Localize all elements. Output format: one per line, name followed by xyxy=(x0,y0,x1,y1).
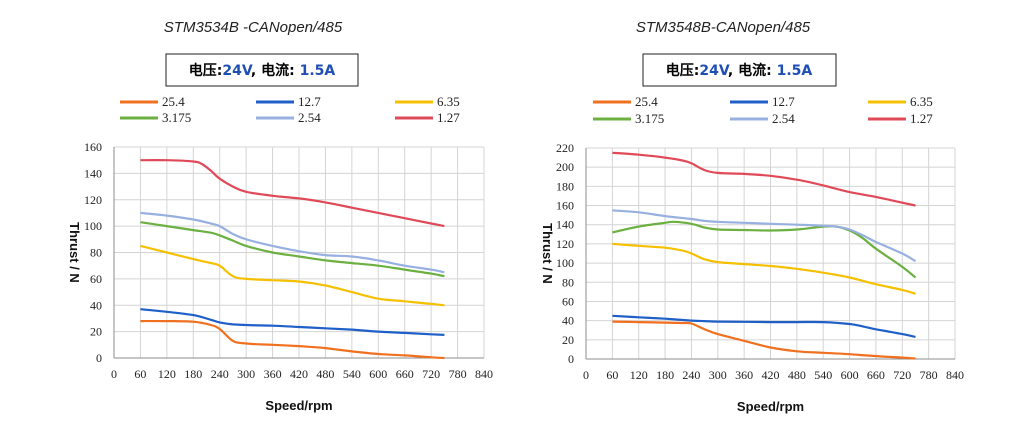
x-tick-240: 240 xyxy=(682,368,700,382)
x-tick-420: 420 xyxy=(290,367,308,381)
condition-box xyxy=(165,53,359,87)
legend-label-6.35: 6.35 xyxy=(437,94,460,109)
x-tick-180: 180 xyxy=(656,368,674,382)
x-tick-660: 660 xyxy=(396,367,414,381)
legend-label-25.4: 25.4 xyxy=(162,94,185,109)
legend-label-2.54: 2.54 xyxy=(772,111,795,126)
chart-2: STM3548B-CANopen/485 电压:24V, 电流: 1.5A 25.4… xyxy=(540,19,964,414)
x-tick-660: 660 xyxy=(867,368,885,382)
x-tick-120: 120 xyxy=(630,368,648,382)
condition-box xyxy=(642,53,837,87)
legend-label-3.175: 3.175 xyxy=(162,110,191,125)
condition-text: 电压:24V, 电流: 1.5A xyxy=(666,62,813,79)
legend-label-6.35: 6.35 xyxy=(910,94,933,109)
x-tick-120: 120 xyxy=(158,367,176,381)
y-tick-160: 160 xyxy=(556,199,574,213)
legend-label-12.7: 12.7 xyxy=(772,94,795,109)
y-tick-20: 20 xyxy=(90,325,102,339)
y-tick-40: 40 xyxy=(90,298,102,312)
y-tick-0: 0 xyxy=(96,351,102,365)
condition-text: 电压:24V, 电流: 1.5A xyxy=(189,62,336,79)
y-tick-80: 80 xyxy=(562,275,574,289)
voltage-label: 电压: xyxy=(189,62,223,79)
chart-1: STM3534B -CANopen/485 电压:24V, 电流: 1.5A 25.… xyxy=(67,19,493,413)
x-tick-360: 360 xyxy=(264,367,282,381)
series-line-6.35 xyxy=(140,244,445,307)
legend-label-1.27: 1.27 xyxy=(437,110,460,125)
y-tick-40: 40 xyxy=(562,314,574,328)
separator: , xyxy=(728,63,738,79)
series-line-3.175 xyxy=(612,220,917,279)
x-tick-480: 480 xyxy=(788,368,806,382)
x-tick-780: 780 xyxy=(449,367,467,381)
y-tick-200: 200 xyxy=(556,160,574,174)
legend-label-25.4: 25.4 xyxy=(635,94,658,109)
voltage-value: 24V xyxy=(222,63,252,79)
x-tick-600: 600 xyxy=(369,367,387,381)
current-label: 电流: xyxy=(738,62,772,79)
current-label: 电流: xyxy=(261,62,295,79)
series-line-12.7 xyxy=(140,308,445,336)
y-tick-160: 160 xyxy=(84,140,102,154)
x-axis-label: Speed/rpm xyxy=(737,399,804,414)
y-tick-80: 80 xyxy=(90,246,102,260)
x-tick-540: 540 xyxy=(814,368,832,382)
chart-title: STM3548B-CANopen/485 xyxy=(636,19,811,36)
chart-title: STM3534B -CANopen/485 xyxy=(164,19,343,36)
x-tick-60: 60 xyxy=(606,368,618,382)
x-tick-240: 240 xyxy=(211,367,229,381)
y-tick-100: 100 xyxy=(556,256,574,270)
y-axis-label: Thrust / N xyxy=(67,222,82,283)
series-line-2.54 xyxy=(612,209,917,263)
y-tick-120: 120 xyxy=(556,237,574,251)
y-tick-60: 60 xyxy=(90,272,102,286)
current-value: 1.5A xyxy=(772,63,813,79)
x-tick-600: 600 xyxy=(841,368,859,382)
x-tick-420: 420 xyxy=(762,368,780,382)
x-tick-60: 60 xyxy=(134,367,146,381)
y-tick-140: 140 xyxy=(556,218,574,232)
x-tick-300: 300 xyxy=(709,368,727,382)
x-axis-label: Speed/rpm xyxy=(265,398,332,413)
y-tick-20: 20 xyxy=(562,333,574,347)
separator: , xyxy=(251,63,261,79)
series-line-1.27 xyxy=(612,151,916,207)
series-line-1.27 xyxy=(140,159,445,228)
x-tick-780: 780 xyxy=(920,368,938,382)
y-axis-label: Thrust / N xyxy=(540,223,555,284)
y-tick-60: 60 xyxy=(562,294,574,308)
y-tick-180: 180 xyxy=(556,179,574,193)
series-line-25.4 xyxy=(612,320,916,360)
x-tick-480: 480 xyxy=(316,367,334,381)
x-tick-180: 180 xyxy=(184,367,202,381)
voltage-label: 电压: xyxy=(666,62,700,79)
series-line-3.175 xyxy=(140,221,445,278)
x-tick-0: 0 xyxy=(111,367,117,381)
x-tick-720: 720 xyxy=(422,367,440,381)
series-line-2.54 xyxy=(140,211,445,274)
y-tick-0: 0 xyxy=(568,352,574,366)
x-tick-300: 300 xyxy=(237,367,255,381)
legend-label-12.7: 12.7 xyxy=(298,94,321,109)
current-value: 1.5A xyxy=(295,63,336,79)
y-tick-100: 100 xyxy=(84,219,102,233)
x-tick-720: 720 xyxy=(893,368,911,382)
series-line-12.7 xyxy=(612,314,916,338)
x-tick-0: 0 xyxy=(583,368,589,382)
x-tick-540: 540 xyxy=(343,367,361,381)
x-tick-840: 840 xyxy=(946,368,964,382)
y-tick-140: 140 xyxy=(84,166,102,180)
voltage-value: 24V xyxy=(699,63,729,79)
x-tick-840: 840 xyxy=(475,367,493,381)
y-tick-120: 120 xyxy=(84,193,102,207)
series-line-6.35 xyxy=(612,242,916,295)
x-tick-360: 360 xyxy=(735,368,753,382)
y-tick-220: 220 xyxy=(556,141,574,155)
legend-label-3.175: 3.175 xyxy=(635,111,664,126)
legend-label-1.27: 1.27 xyxy=(910,111,933,126)
series-line-25.4 xyxy=(140,319,445,360)
legend-label-2.54: 2.54 xyxy=(298,110,321,125)
